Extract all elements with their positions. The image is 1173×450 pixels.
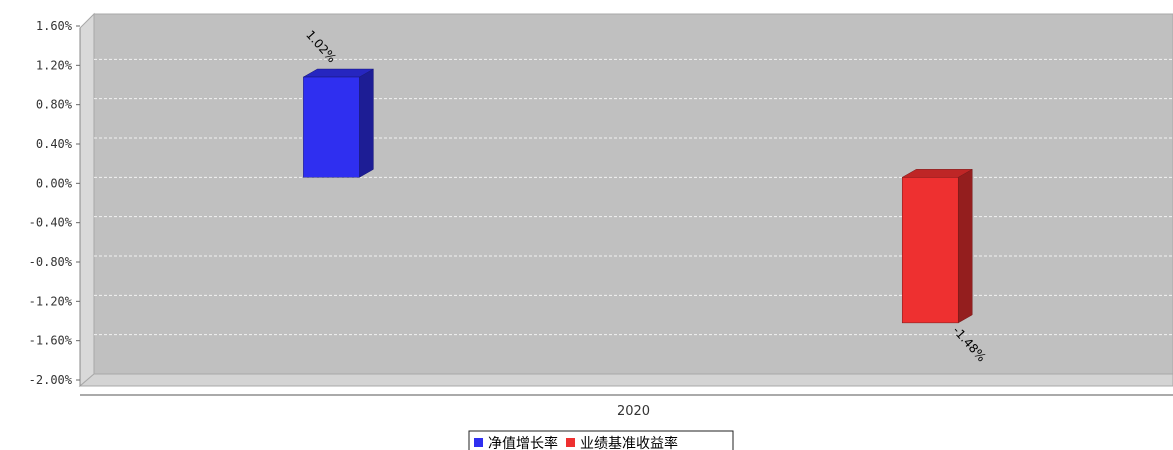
y-tick-label: 1.60% [36, 19, 73, 33]
y-tick-label: -0.40% [29, 216, 73, 230]
legend-swatch [474, 438, 483, 447]
bar-side [359, 68, 374, 178]
plot-background [93, 13, 1173, 375]
y-tick-label: 1.20% [36, 58, 73, 72]
bar[interactable] [901, 177, 959, 324]
plot-floor [78, 373, 1173, 387]
y-tick-label: -1.60% [29, 334, 73, 348]
y-tick-label: -1.20% [29, 294, 73, 308]
y-tick-label: -2.00% [29, 373, 73, 387]
plot-left-wall [79, 12, 95, 388]
bar-side [957, 168, 973, 324]
x-category-label: 2020 [617, 404, 650, 419]
legend-label: 净值增长率 [488, 435, 558, 450]
y-tick-label: -0.80% [29, 255, 73, 269]
legend-box [468, 430, 734, 450]
legend-swatch [566, 438, 575, 447]
y-tick-label: 0.00% [36, 176, 73, 190]
y-tick-label: 0.40% [36, 137, 73, 151]
legend-label: 业绩基准收益率 [580, 435, 678, 450]
bar[interactable] [303, 76, 360, 178]
y-tick-label: 0.80% [36, 98, 73, 112]
